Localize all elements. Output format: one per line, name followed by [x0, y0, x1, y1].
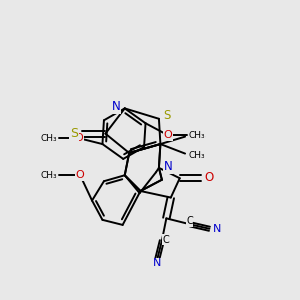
- Text: S: S: [164, 109, 171, 122]
- Text: N: N: [164, 160, 173, 173]
- Text: C: C: [163, 235, 170, 245]
- Text: S: S: [70, 127, 78, 140]
- Text: N: N: [112, 100, 120, 113]
- Text: CH₃: CH₃: [40, 171, 57, 180]
- Text: CH₃: CH₃: [188, 151, 205, 160]
- Text: O: O: [164, 130, 172, 140]
- Text: CH₃: CH₃: [40, 134, 57, 142]
- Text: CH₃: CH₃: [190, 130, 206, 140]
- Text: CH₃: CH₃: [188, 130, 205, 140]
- Text: O: O: [204, 171, 213, 184]
- Text: O: O: [74, 133, 83, 143]
- Text: N: N: [213, 224, 221, 234]
- Text: O: O: [76, 170, 85, 180]
- Text: N: N: [153, 258, 162, 268]
- Text: C: C: [186, 216, 193, 226]
